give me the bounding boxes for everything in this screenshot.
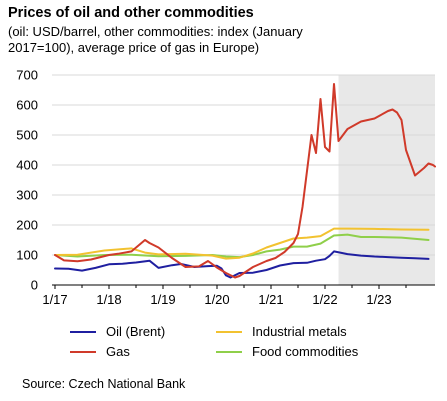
y-tick-label-400: 400 [16,158,38,173]
legend-item-industrial-metals: Industrial metals [216,324,347,339]
y-tick-label-200: 200 [16,218,38,233]
legend-label-gas: Gas [106,344,130,359]
chart-subtitle: (oil: USD/barrel, other commodities: ind… [8,24,303,55]
legend-label-industrial-metals: Industrial metals [252,324,347,339]
legend-swatch-industrial-metals [216,330,242,333]
x-tick-label-1-17: 1/17 [42,292,67,307]
y-tick-label-700: 700 [16,68,38,83]
x-tick-label-1-19: 1/19 [150,292,175,307]
y-tick-label-600: 600 [16,98,38,113]
legend-swatch-food-commodities [216,350,242,353]
source-note: Source: Czech National Bank [22,377,186,391]
legend-swatch-oil [70,330,96,333]
x-tick-label-1-22: 1/22 [312,292,337,307]
y-tick-label-500: 500 [16,128,38,143]
legend-label-oil: Oil (Brent) [106,324,166,339]
x-tick-label-1-18: 1/18 [96,292,121,307]
forecast-shading [338,75,435,285]
x-tick-label-1-23: 1/23 [366,292,391,307]
legend-item-food-commodities: Food commodities [216,344,358,359]
series-line-food-commodities [54,233,430,259]
y-tick-label-100: 100 [16,248,38,263]
x-tick-label-1-21: 1/21 [258,292,283,307]
legend-item-oil: Oil (Brent) [70,324,165,339]
y-tick-label-300: 300 [16,188,38,203]
series-line-gas [54,83,436,279]
chart-title: Prices of oil and other commodities [8,5,254,21]
x-tick-label-1-20: 1/20 [204,292,229,307]
y-tick-label-0: 0 [31,278,38,293]
legend-item-gas: Gas [70,344,130,359]
legend-swatch-gas [70,350,96,353]
series-line-industrial-metals [54,227,430,260]
series-line-oil-brent [54,250,430,279]
legend-label-food-commodities: Food commodities [252,344,359,359]
